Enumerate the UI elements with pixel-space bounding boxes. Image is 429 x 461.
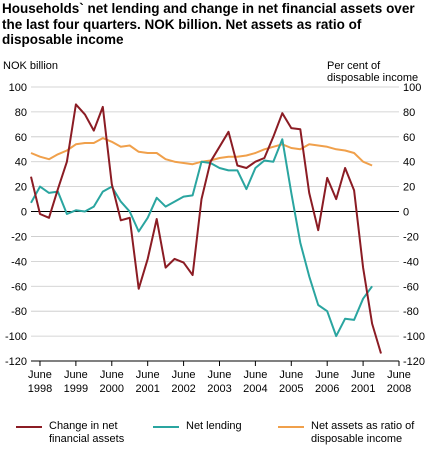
y-tick-label-right: 80 [403,107,415,119]
legend-swatch [16,426,42,428]
x-tick-label: June [208,369,232,381]
series-lines [30,103,382,354]
x-tick-label: June [136,369,160,381]
series-line-change-in-net-financial-assets [30,103,382,354]
x-tick-label: June [279,369,303,381]
x-tick-label: 2006 [315,383,339,395]
x-tick-label: June [64,369,88,381]
y-tick-label-left: 20 [15,182,27,194]
x-tick-label: 2001 [135,383,159,395]
x-tick-label: 2001 [351,383,375,395]
x-axis: June 1998 June 1999 June 2000 June 2001 June 2002… [28,360,411,395]
x-tick-label: 2000 [100,383,124,395]
left-axis-label: NOK billion [3,60,59,72]
x-tick-label: June [28,369,52,381]
y-tick-label-right: -60 [403,281,419,293]
chart-title: Households` net lending and change in ne… [2,1,415,47]
x-tick-label: June [100,369,124,381]
legend-swatch [278,426,304,428]
y-tick-label-right: 100 [403,82,421,94]
line-chart: -120 -100 -80 -60 -40 -20 0 20 40 60 80 100 -120 -10… [5,82,425,395]
right-y-tick-labels: -120 -100 -80 -60 -40 -20 0 20 40 60 80 100 [403,82,425,368]
legend: Change in net financial assets Net lendi… [0,420,429,460]
x-tick-label: June [243,369,267,381]
legend-label: Net lending [186,420,242,432]
legend-label: Change in net financial assets [49,420,125,445]
y-tick-label-left: 40 [15,157,27,169]
x-tick-label: 2002 [171,383,195,395]
legend-swatch [153,426,179,428]
left-y-tick-labels: -120 -100 -80 -60 -40 -20 0 20 40 60 80 100 [5,82,27,368]
x-tick-label: June [315,369,339,381]
x-tick-label: 2005 [279,383,303,395]
series-line-net-lending [30,138,373,338]
y-tick-label-right: -40 [403,256,419,268]
y-tick-label-right: 40 [403,157,415,169]
y-tick-label-left: -20 [11,231,27,243]
y-tick-label-left: -100 [5,331,27,343]
y-tick-label-left: 0 [21,207,27,219]
y-tick-label-left: -80 [11,306,27,318]
y-tick-label-left: 60 [15,132,27,144]
y-tick-label-right: -120 [403,356,425,368]
x-tick-label: 2004 [243,383,267,395]
y-tick-label-left: -40 [11,256,27,268]
x-tick-label: 2003 [207,383,231,395]
x-tick-label: 2008 [387,383,411,395]
y-tick-label-right: 20 [403,182,415,194]
y-tick-label-right: -100 [403,331,425,343]
y-tick-label-right: 60 [403,132,415,144]
y-tick-label-left: 100 [9,82,27,94]
y-tick-label-left: -120 [5,356,27,368]
x-tick-label: June [172,369,196,381]
y-tick-label-left: 80 [15,107,27,119]
legend-label: Net assets as ratio of disposable income [311,420,415,445]
right-axis-label: Per cent of disposable income [327,60,419,84]
y-tick-label-right: -20 [403,231,419,243]
x-tick-label: June [387,369,411,381]
x-tick-label: 1998 [28,383,52,395]
y-tick-label-right: -80 [403,306,419,318]
y-tick-label-left: -60 [11,281,27,293]
x-tick-label: 1999 [64,383,88,395]
x-tick-label: June [351,369,375,381]
y-tick-label-right: 0 [403,207,409,219]
